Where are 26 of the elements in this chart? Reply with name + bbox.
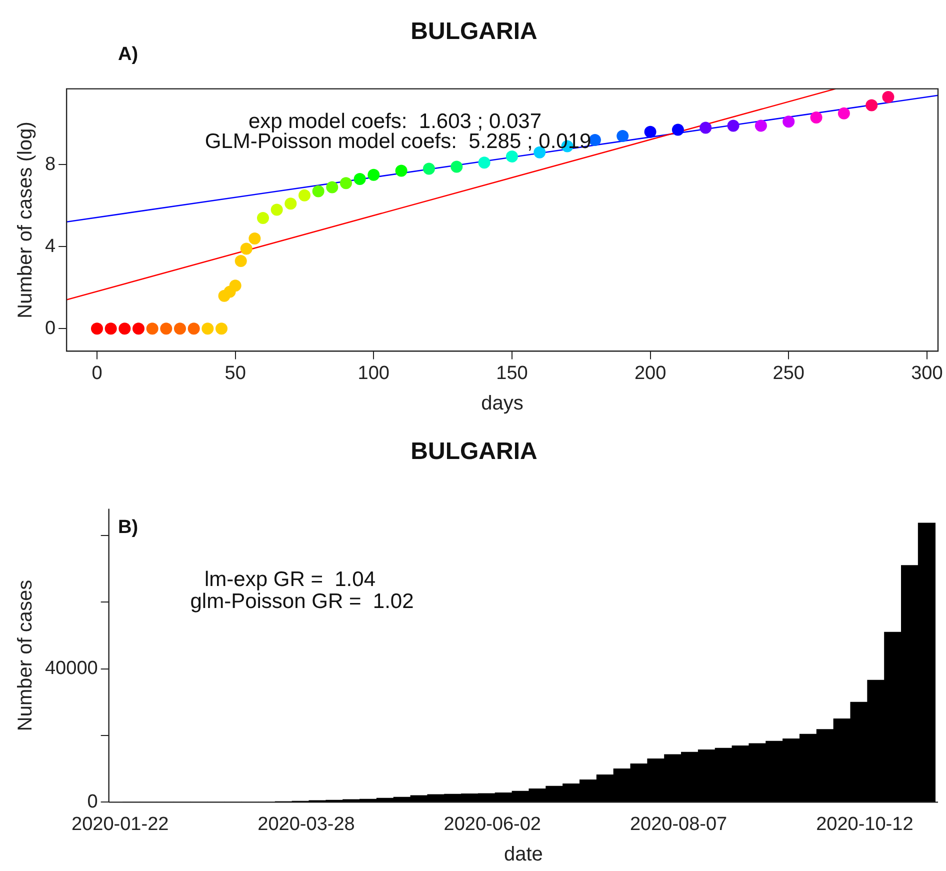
x-tick-label: 300 [911,362,943,384]
x-axis-title: date [504,844,543,866]
x-tick-label: 50 [224,362,246,384]
annotation: B) [118,517,138,538]
y-tick-label: 8 [44,154,56,175]
x-tick-label: 2020-01-22 [72,814,169,835]
y-tick-label: 0 [44,318,56,339]
x-tick-label: 200 [634,362,666,384]
annotation: exp model coefs: 1.603 ; 0.037 [248,110,542,133]
x-tick-label: 2020-06-02 [444,814,541,835]
y-axis-title: Number of cases (log) [14,122,37,318]
x-tick-label: 150 [496,362,528,384]
x-tick-label: 100 [358,362,390,384]
annotation: lm-exp GR = 1.04 [204,568,376,591]
text: A) [118,44,138,66]
chart-title: BULGARIA [410,18,538,46]
x-axis-title: days [481,392,524,415]
y-tick-label: 40000 [44,658,98,680]
y-axis-title: Number of cases [14,580,37,732]
y-tick-label: 4 [44,236,56,257]
annotation: glm-Poisson GR = 1.02 [190,590,414,613]
x-tick-label: 2020-08-07 [630,814,728,835]
chart-title: BULGARIA [410,438,538,466]
x-tick-label: 250 [772,362,804,384]
x-tick-label: 2020-10-12 [816,814,914,835]
x-tick-label: 2020-03-28 [258,814,355,835]
